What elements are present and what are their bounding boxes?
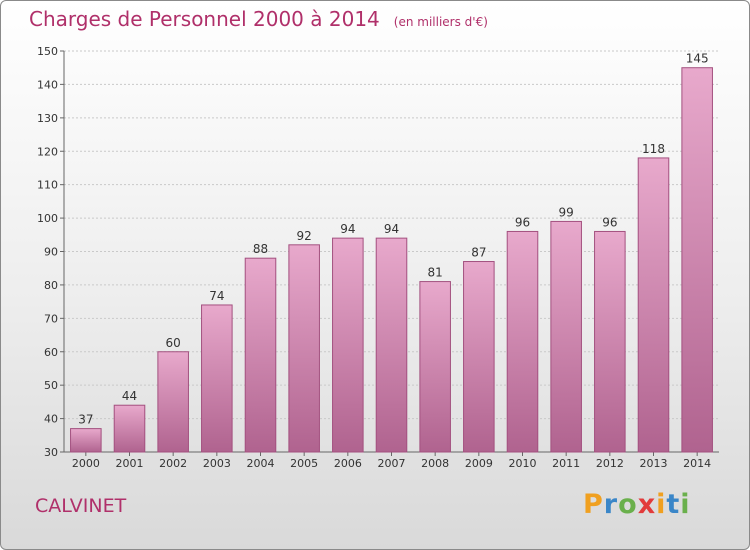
x-tick-label: 2012	[596, 457, 624, 470]
y-tick-label: 70	[44, 312, 58, 325]
logo-letter: i	[656, 489, 667, 520]
chart-title: Charges de Personnel 2000 à 2014	[29, 7, 380, 31]
y-tick-label: 150	[37, 45, 58, 58]
x-tick-label: 2010	[509, 457, 537, 470]
x-tick-label: 2005	[290, 457, 318, 470]
value-label: 118	[642, 142, 665, 156]
value-label: 81	[428, 266, 443, 280]
x-tick-label: 2004	[247, 457, 275, 470]
bar-2014	[681, 67, 713, 453]
value-label: 88	[253, 242, 268, 256]
title-row: Charges de Personnel 2000 à 2014 (en mill…	[29, 7, 488, 31]
x-tick-label: 2011	[552, 457, 580, 470]
bars	[70, 67, 713, 453]
bar-2003	[201, 304, 233, 453]
bar-2001	[113, 404, 146, 453]
x-tick-label: 2001	[116, 457, 144, 470]
y-tick-label: 60	[44, 346, 58, 359]
y-tick-label: 40	[44, 413, 58, 426]
value-label: 96	[602, 215, 617, 229]
value-label: 92	[297, 229, 312, 243]
value-label: 44	[122, 389, 137, 403]
value-label: 94	[384, 222, 399, 236]
logo-letter: r	[603, 489, 619, 520]
y-tick-label: 120	[37, 145, 58, 158]
y-tick-label: 140	[37, 78, 58, 91]
bar-2002	[157, 351, 189, 453]
bar-2009	[463, 261, 495, 453]
value-label: 74	[209, 289, 224, 303]
bar-2000	[70, 428, 102, 453]
bar-2007	[375, 237, 408, 453]
x-tick-label: 2013	[640, 457, 668, 470]
value-label: 99	[559, 205, 574, 219]
logo-letter: t	[666, 489, 681, 520]
bar-2010	[506, 230, 539, 453]
x-tick-label: 2002	[159, 457, 187, 470]
x-tick-label: 2000	[72, 457, 100, 470]
bar-2012	[594, 230, 626, 453]
y-tick-label: 130	[37, 112, 58, 125]
y-tick-label: 110	[37, 179, 58, 192]
value-label: 145	[686, 52, 709, 66]
x-tick-label: 2006	[334, 457, 362, 470]
x-tick-label: 2009	[465, 457, 493, 470]
x-tick-label: 2007	[378, 457, 406, 470]
bar-2005	[288, 244, 320, 453]
bar-2013	[637, 157, 670, 453]
y-tick-label: 50	[44, 379, 58, 392]
value-label: 96	[515, 215, 530, 229]
y-tick-label: 100	[37, 212, 58, 225]
proxiti-logo: Proxiti	[583, 489, 691, 520]
x-tick-label: 2003	[203, 457, 231, 470]
value-label: 94	[340, 222, 355, 236]
bar-2011	[550, 220, 582, 453]
logo-letter: i	[680, 489, 691, 520]
commune-name: CALVINET	[35, 495, 127, 517]
chart-subtitle: (en milliers d'€)	[393, 15, 488, 29]
bar-2006	[332, 237, 364, 453]
bar-2008	[419, 281, 451, 453]
labels: 30 40 50 60 70 80 90 100 110 120 130 140 150 37 2000 44…	[37, 45, 711, 470]
y-tick-label: 80	[44, 279, 58, 292]
x-tick-label: 2008	[421, 457, 449, 470]
y-tick-label: 90	[44, 246, 58, 259]
logo-letter: o	[618, 489, 638, 520]
value-label: 87	[471, 246, 486, 260]
logo-letter: x	[637, 489, 657, 520]
value-label: 37	[78, 413, 93, 427]
logo-letter: P	[583, 489, 604, 520]
bar-2004	[244, 257, 277, 453]
value-label: 60	[166, 336, 181, 350]
x-tick-label: 2014	[683, 457, 711, 470]
y-tick-label: 30	[44, 446, 58, 459]
